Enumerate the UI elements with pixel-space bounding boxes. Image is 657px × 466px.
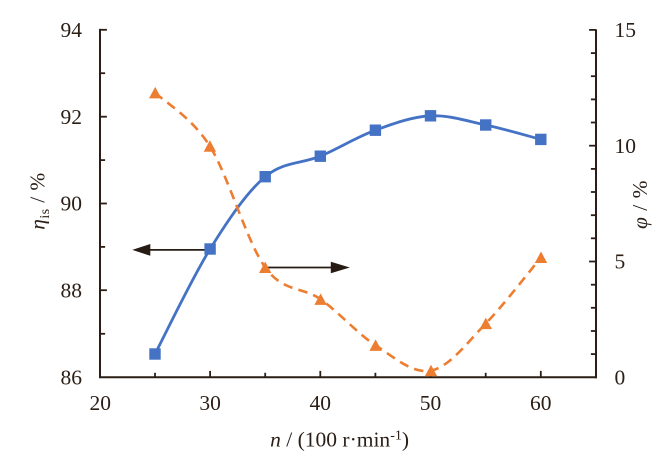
svg-text:10: 10 [615,134,637,158]
svg-text:92: 92 [61,105,83,129]
svg-text:ηis / %: ηis / % [26,172,54,229]
svg-text:φ / %: φ / % [628,180,652,229]
svg-text:0: 0 [615,365,626,389]
svg-text:90: 90 [61,192,83,216]
svg-text:50: 50 [420,391,442,415]
svg-text:88: 88 [61,278,83,302]
svg-text:30: 30 [199,391,221,415]
svg-text:40: 40 [310,391,332,415]
svg-text:n / (100 r·min-1): n / (100 r·min-1) [270,428,409,452]
svg-text:5: 5 [615,250,626,274]
svg-text:60: 60 [530,391,552,415]
svg-text:15: 15 [615,18,637,42]
svg-text:20: 20 [90,391,112,415]
svg-text:86: 86 [61,365,83,389]
svg-text:94: 94 [61,18,83,42]
